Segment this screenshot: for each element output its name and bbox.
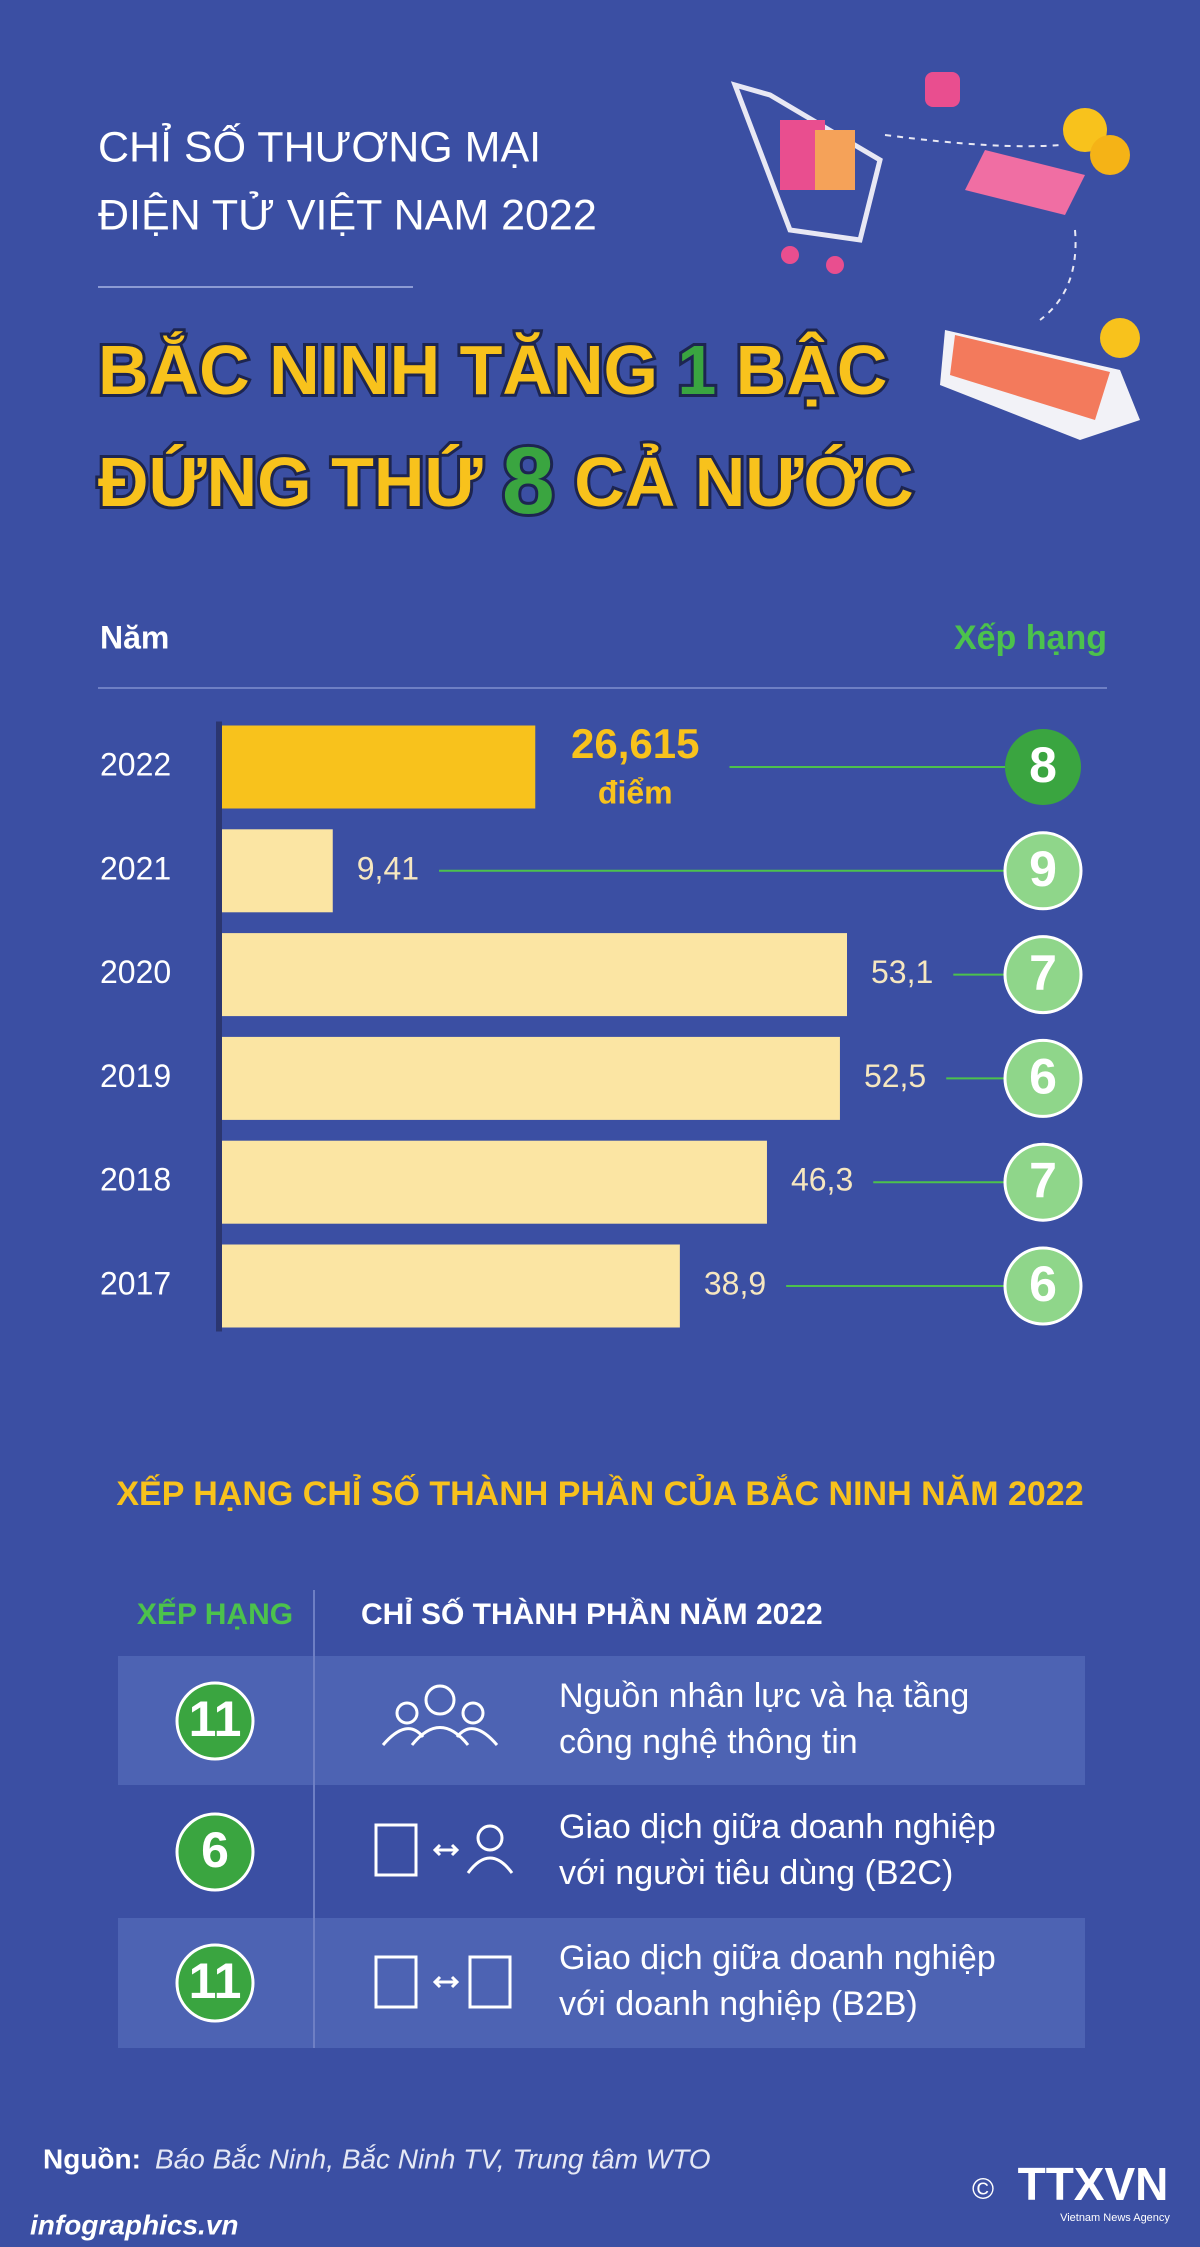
kicker-line: CHỈ SỐ THƯƠNG MẠI xyxy=(98,122,541,171)
logo: TTXVN xyxy=(1018,2158,1169,2210)
rank-badge xyxy=(1003,935,1083,1015)
year-label: 2020 xyxy=(100,954,171,990)
year-label: 2017 xyxy=(100,1265,171,1301)
icon xyxy=(374,1955,512,2009)
row-text: với người tiêu dùng (B2C) xyxy=(559,1854,953,1892)
rank-badge xyxy=(175,1812,255,1892)
rank-label: 7 xyxy=(1029,1152,1057,1208)
year-label: 2021 xyxy=(100,850,171,886)
value-unit: điểm xyxy=(598,774,673,810)
bar xyxy=(222,933,847,1017)
rank-badge xyxy=(1003,1038,1083,1118)
headline-part: ĐỨNG THỨ xyxy=(98,443,502,521)
axis-shadow xyxy=(216,721,222,1332)
table-header: CHỈ SỐ THÀNH PHẦN NĂM 2022 xyxy=(361,1597,823,1631)
rank-badge xyxy=(1003,831,1083,911)
rank-label: 7 xyxy=(1029,945,1057,1001)
rank-badge xyxy=(1005,729,1081,805)
rank-label: 11 xyxy=(189,1953,242,2009)
headline-part: BẬC xyxy=(716,330,887,409)
headline: ĐỨNG THỨ 8 CẢ NƯỚC xyxy=(98,428,914,534)
source-label: Nguồn: xyxy=(43,2143,141,2174)
row-text: với doanh nghiệp (B2B) xyxy=(559,1985,918,2023)
rank-label: 11 xyxy=(189,1691,242,1747)
value-label: 46,3 xyxy=(791,1162,853,1198)
row-text: Giao dịch giữa doanh nghiệp xyxy=(559,1808,996,1846)
kicker-line: ĐIỆN TỬ VIỆT NAM 2022 xyxy=(98,190,597,239)
table-rows: 11 Nguồn nhân lực và hạ tầng công nghệ thô… xyxy=(175,1677,996,2023)
year-label: 2018 xyxy=(100,1162,171,1198)
bar xyxy=(222,1140,767,1224)
copyright: © xyxy=(972,2173,994,2206)
year-label: 2022 xyxy=(100,746,171,782)
bar xyxy=(222,1244,680,1328)
icon xyxy=(374,1823,514,1877)
row-band xyxy=(118,1918,1085,2048)
value-label: 52,5 xyxy=(864,1058,926,1094)
icon xyxy=(381,1684,499,1746)
value-label: 9,41 xyxy=(357,850,419,886)
rank-badge xyxy=(175,1943,255,2023)
illustration xyxy=(730,72,1140,440)
row-text: Giao dịch giữa doanh nghiệp xyxy=(559,1939,996,1977)
bar-chart: 2022 26,615 điểm 8 2021 9,41 9 2020 53,1 7 2019 52,… xyxy=(100,720,1083,1332)
logo-sub: Vietnam News Agency xyxy=(1060,2212,1170,2224)
rank-label: 8 xyxy=(1029,737,1057,793)
value-label: 26,615 xyxy=(571,720,699,767)
rank-label: 6 xyxy=(1029,1049,1057,1105)
headline-part: CẢ NƯỚC xyxy=(555,443,914,521)
site: infographics.vn xyxy=(30,2209,238,2240)
bar xyxy=(222,1036,840,1120)
rank-badge xyxy=(1003,1142,1083,1222)
table-header: XẾP HẠNG xyxy=(137,1597,293,1631)
value-label: 53,1 xyxy=(871,954,933,990)
rank-badge xyxy=(175,1681,255,1761)
row-text: Nguồn nhân lực và hạ tầng xyxy=(559,1677,969,1715)
rank-label: 9 xyxy=(1029,841,1057,897)
year-label: 2019 xyxy=(100,1058,171,1094)
value-label: 38,9 xyxy=(704,1265,766,1301)
rank-label: 6 xyxy=(201,1822,229,1878)
column-header: Năm xyxy=(100,619,169,655)
row-band xyxy=(118,1656,1085,1785)
row-text: công nghệ thông tin xyxy=(559,1723,858,1761)
section-title: XẾP HẠNG CHỈ SỐ THÀNH PHẦN CỦA BẮC NINH … xyxy=(116,1474,1083,1513)
source: Báo Bắc Ninh, Bắc Ninh TV, Trung tâm WTO xyxy=(155,2143,711,2174)
headline-number: 8 xyxy=(502,428,555,534)
bar xyxy=(222,829,333,913)
headline-part: BẮC NINH TĂNG xyxy=(98,330,677,409)
rank-label: 6 xyxy=(1029,1256,1057,1312)
rank-badge xyxy=(1003,1246,1083,1326)
column-header: Xếp hạng xyxy=(954,619,1107,657)
headline: BẮC NINH TĂNG 1 BẬC xyxy=(98,330,887,409)
headline-number: 1 xyxy=(677,331,716,409)
bar xyxy=(222,725,536,809)
